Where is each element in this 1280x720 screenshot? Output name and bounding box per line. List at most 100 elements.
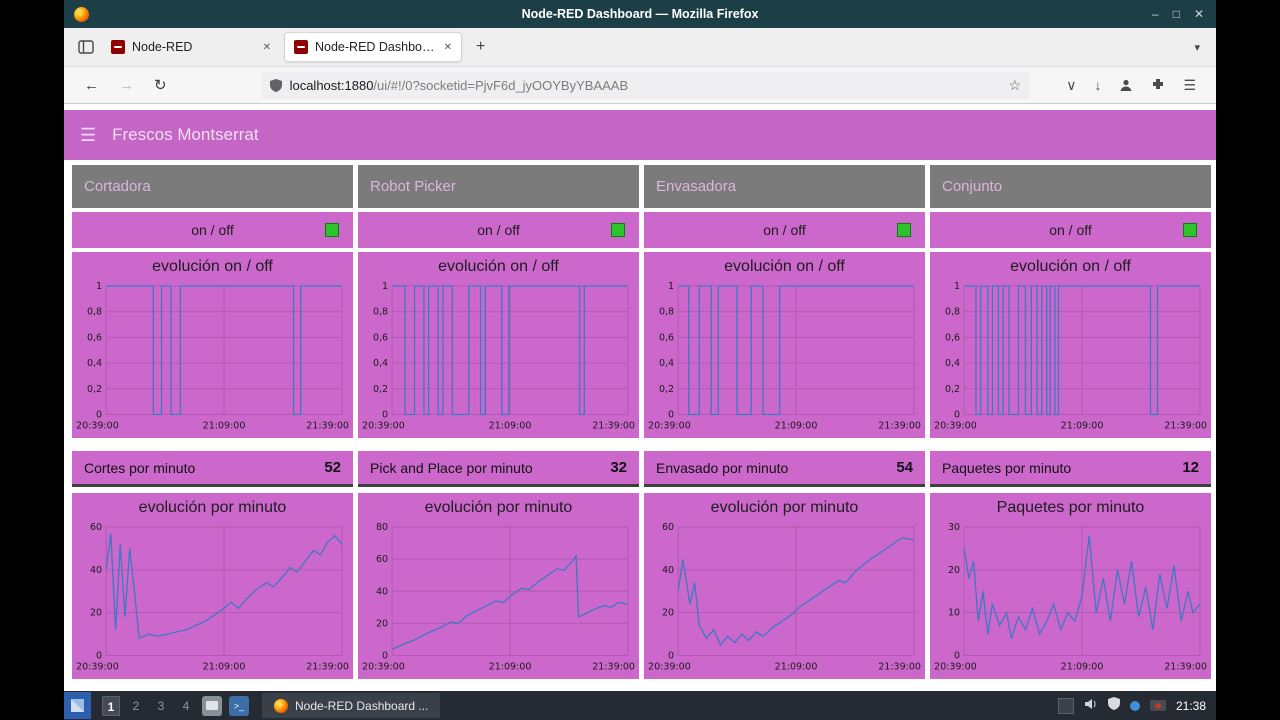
svg-text:21:39:00: 21:39:00 [1164,662,1207,673]
firefox-icon [274,698,288,713]
group-envasadora: Envasadora on / off evolución on / off 1… [644,165,925,691]
clock[interactable]: 21:38 [1175,698,1206,713]
svg-text:1: 1 [382,281,388,292]
svg-text:20:39:00: 20:39:00 [362,421,405,432]
group-title: Envasadora [656,178,737,195]
tab-close-icon[interactable]: ✕ [262,41,271,53]
chart-title: evolución on / off [1010,258,1131,275]
tab-node-red-dashboard[interactable]: Node-RED Dashboard ✕ [284,32,462,62]
minute-chart-card: evolución por minuto 60 40 20 0 20:39:00 21:0… [72,493,353,679]
onoff-label: on / off [763,222,806,238]
url-bar[interactable]: localhost:1880/ui/#!/0?socketid=PjvF6d_j… [260,71,1031,99]
group-title: Robot Picker [370,178,456,195]
svg-text:21:39:00: 21:39:00 [878,662,921,673]
svg-text:21:09:00: 21:09:00 [1061,662,1104,673]
new-tab-button[interactable]: + [476,38,486,55]
volume-icon[interactable] [1084,697,1098,715]
power-led-indicator [325,223,339,237]
node-red-dashboard-page: ☰ Frescos Montserrat Cortadora on / off … [64,104,1216,691]
svg-text:21:09:00: 21:09:00 [203,421,246,432]
firefox-view-icon[interactable] [78,40,94,54]
svg-text:0,4: 0,4 [945,358,960,369]
svg-text:0,2: 0,2 [87,384,102,395]
svg-text:80: 80 [376,522,388,533]
list-all-tabs-icon[interactable]: ▾ [1194,41,1200,54]
pocket-icon[interactable]: ∨ [1066,76,1077,93]
svg-text:21:09:00: 21:09:00 [489,421,532,432]
terminal-icon[interactable] [229,695,249,716]
node-red-icon [294,40,308,54]
minimize-button[interactable]: – [1152,7,1159,21]
svg-text:20:39:00: 20:39:00 [362,662,405,673]
system-tray: 21:38 [1057,696,1216,715]
svg-text:21:39:00: 21:39:00 [878,421,921,432]
chart-title: Paquetes por minuto [996,499,1145,516]
svg-text:0,4: 0,4 [87,358,102,369]
onoff-chart-card: evolución on / off 1 0,8 0,6 0,4 0,2 0 20:39:0… [72,252,353,438]
svg-text:30: 30 [948,522,960,533]
toolbar-icons: ∨ ↓ ☰ [1066,77,1206,94]
chart-title: evolución on / off [152,258,273,275]
stat-label: Cortes por minuto [84,459,196,476]
maximize-button[interactable]: □ [1172,7,1180,21]
svg-text:60: 60 [376,554,388,565]
group-header: Conjunto [930,165,1211,208]
svg-text:1: 1 [96,281,102,292]
workspace-4[interactable]: 4 [182,698,190,713]
sidebar-hamburger-icon[interactable]: ☰ [80,124,97,145]
applications-menu-icon[interactable] [64,692,91,719]
chart-title: evolución por minuto [710,499,859,516]
window-controls: – □ ✕ [1152,0,1216,28]
stat-value: 12 [1182,459,1199,476]
onoff-switch[interactable]: on / off [358,212,639,248]
svg-text:21:09:00: 21:09:00 [489,662,532,673]
shield-tray-icon[interactable] [1107,696,1120,715]
camera-icon[interactable] [1149,700,1166,711]
close-button[interactable]: ✕ [1193,7,1204,21]
svg-text:0: 0 [954,650,960,661]
svg-text:20:39:00: 20:39:00 [934,421,977,432]
tab-label: Node-RED Dashboard [315,40,437,54]
bluetooth-icon[interactable] [1129,700,1140,711]
onoff-chart-card: evolución on / off 1 0,8 0,6 0,4 0,2 0 20:39:0… [930,252,1211,438]
onoff-switch[interactable]: on / off [930,212,1211,248]
downloads-icon[interactable]: ↓ [1094,77,1102,93]
onoff-switch[interactable]: on / off [644,212,925,248]
minute-chart: 60 40 20 0 20:39:00 21:09:00 21:39:00 [76,521,349,674]
file-manager-icon[interactable] [202,695,222,716]
keyboard-layout-icon[interactable] [1057,697,1074,714]
navigation-toolbar: ← → ↻ localhost:1880/ui/#!/0?socketid=Pj… [64,67,1216,104]
extensions-icon[interactable] [1151,78,1165,92]
svg-text:0,6: 0,6 [945,332,960,343]
reload-button[interactable]: ↻ [154,77,167,94]
stat-value: 54 [896,459,913,476]
svg-text:40: 40 [662,565,674,576]
bookmark-star-icon[interactable]: ☆ [1008,76,1022,93]
onoff-chart-card: evolución on / off 1 0,8 0,6 0,4 0,2 0 20:39:0… [358,252,639,438]
svg-text:20: 20 [376,618,388,629]
svg-text:21:09:00: 21:09:00 [1061,421,1104,432]
svg-text:0: 0 [668,650,674,661]
svg-text:20:39:00: 20:39:00 [934,662,977,673]
tab-close-icon[interactable]: ✕ [443,41,452,53]
url-path: /ui/#!/0?socketid=PjvF6d_jyOOYByYBAAAB [373,77,629,93]
tab-bar: Node-RED ✕ Node-RED Dashboard ✕ + ▾ [64,28,1216,67]
svg-text:20:39:00: 20:39:00 [648,662,691,673]
svg-text:60: 60 [90,522,102,533]
workspace-2[interactable]: 2 [132,698,140,713]
tracking-protection-shield-icon[interactable] [269,78,282,92]
taskbar-window-button[interactable]: Node-RED Dashboard ... [262,693,441,718]
back-button[interactable]: ← [84,76,99,94]
onoff-switch[interactable]: on / off [72,212,353,248]
desktop: Node-RED Dashboard — Mozilla Firefox – □… [64,0,1216,720]
tab-node-red[interactable]: Node-RED ✕ [102,32,280,62]
stat-label: Paquetes por minuto [942,459,1072,476]
svg-text:20: 20 [662,608,674,619]
workspace-1[interactable]: 1 [102,695,120,716]
account-icon[interactable] [1119,78,1133,92]
workspace-3[interactable]: 3 [157,698,165,713]
minute-chart-card: evolución por minuto 60 40 20 0 20:39:00 21:0… [644,493,925,679]
forward-button[interactable]: → [119,76,134,94]
menu-icon[interactable]: ☰ [1183,76,1196,93]
svg-text:1: 1 [668,281,674,292]
